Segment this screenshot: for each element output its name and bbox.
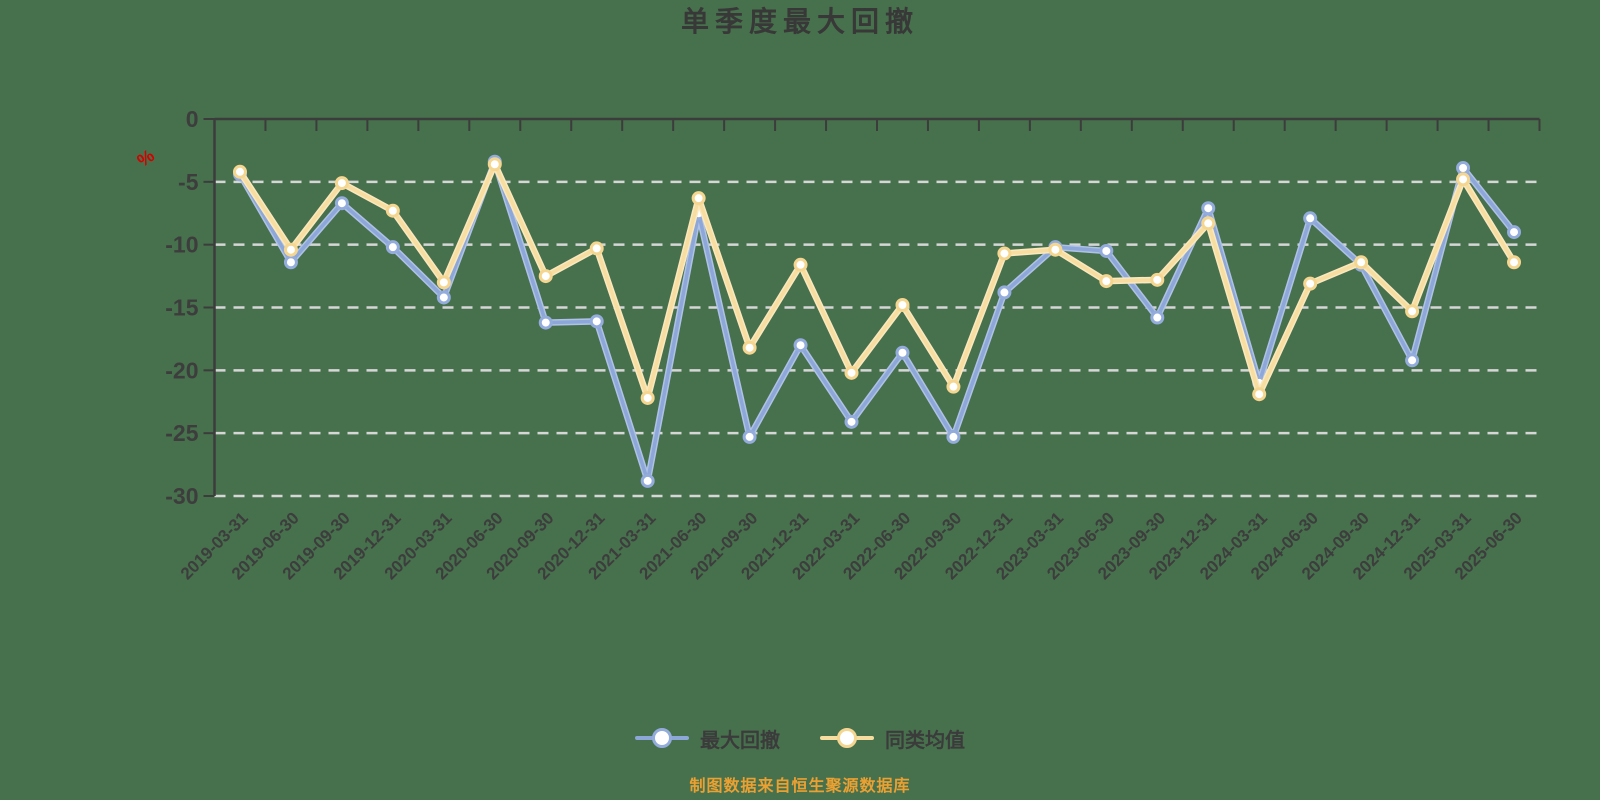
data-point-1-21[interactable] [1303,276,1318,291]
data-point-0-1[interactable] [283,255,298,270]
data-point-1-7[interactable] [589,241,604,256]
data-point-1-22[interactable] [1354,255,1369,270]
data-point-1-6[interactable] [538,269,553,284]
data-source-note: 制图数据来自恒生聚源数据库 [689,778,911,795]
data-point-1-12[interactable] [844,365,859,380]
data-point-0-3[interactable] [385,240,400,255]
legend-item-max-drawdown[interactable]: 最大回撤 [635,724,780,753]
data-point-0-19[interactable] [1201,201,1216,216]
data-point-0-14[interactable] [946,429,961,444]
y-axis-label: -15 [165,295,198,321]
data-point-1-11[interactable] [793,257,808,272]
data-point-0-4[interactable] [436,290,451,305]
y-axis-label: -5 [178,169,199,195]
y-axis-label: -25 [165,420,198,446]
data-point-0-2[interactable] [334,196,349,211]
data-point-0-7[interactable] [589,314,604,329]
data-point-0-6[interactable] [538,315,553,330]
data-point-1-2[interactable] [334,176,349,191]
legend-line-marker-icon [635,727,689,749]
legend-item-category-average[interactable]: 同类均值 [820,724,965,753]
y-axis-label: -20 [165,357,198,383]
series-line-1 [238,162,1516,400]
data-point-0-10[interactable] [742,429,757,444]
data-point-1-13[interactable] [895,297,910,312]
line-chart-plot: 0-5-10-15-20-25-302019-03-312019-06-3020… [165,106,1541,583]
chart-legend: 最大回撤 同类均值 [0,720,1600,756]
data-point-0-23[interactable] [1405,353,1420,368]
data-point-0-11[interactable] [793,338,808,353]
data-point-1-16[interactable] [1048,242,1063,257]
data-point-0-13[interactable] [895,345,910,360]
data-point-1-25[interactable] [1507,255,1522,270]
data-point-1-4[interactable] [436,275,451,290]
data-point-0-24[interactable] [1456,161,1471,176]
chart-title: 单季度最大回撤 [680,6,919,37]
data-point-1-17[interactable] [1099,274,1114,289]
y-axis-label: -10 [165,232,198,258]
data-point-0-18[interactable] [1150,310,1165,325]
data-point-1-14[interactable] [946,379,961,394]
data-point-1-15[interactable] [997,246,1012,261]
legend-label-category-average: 同类均值 [885,729,965,752]
data-point-1-9[interactable] [691,191,706,206]
series-line-0 [238,159,1516,483]
data-point-1-20[interactable] [1252,387,1267,402]
data-point-1-23[interactable] [1405,304,1420,319]
data-point-1-5[interactable] [487,157,502,172]
data-point-1-18[interactable] [1150,272,1165,287]
data-point-1-0[interactable] [232,164,247,179]
data-point-0-25[interactable] [1507,225,1522,240]
data-point-1-19[interactable] [1201,216,1216,231]
data-point-1-24[interactable] [1456,172,1471,187]
y-axis-label: 0 [186,106,199,132]
data-point-0-21[interactable] [1303,211,1318,226]
legend-line-marker-icon [820,727,874,749]
legend-label-max-drawdown: 最大回撤 [700,729,780,752]
data-point-1-8[interactable] [640,390,655,405]
data-point-1-3[interactable] [385,203,400,218]
data-point-0-12[interactable] [844,414,859,429]
data-point-1-10[interactable] [742,340,757,355]
y-axis-label: -30 [165,483,198,509]
data-point-0-8[interactable] [640,473,655,488]
data-point-1-1[interactable] [283,242,298,257]
data-point-0-17[interactable] [1099,243,1114,258]
data-point-0-15[interactable] [997,285,1012,300]
